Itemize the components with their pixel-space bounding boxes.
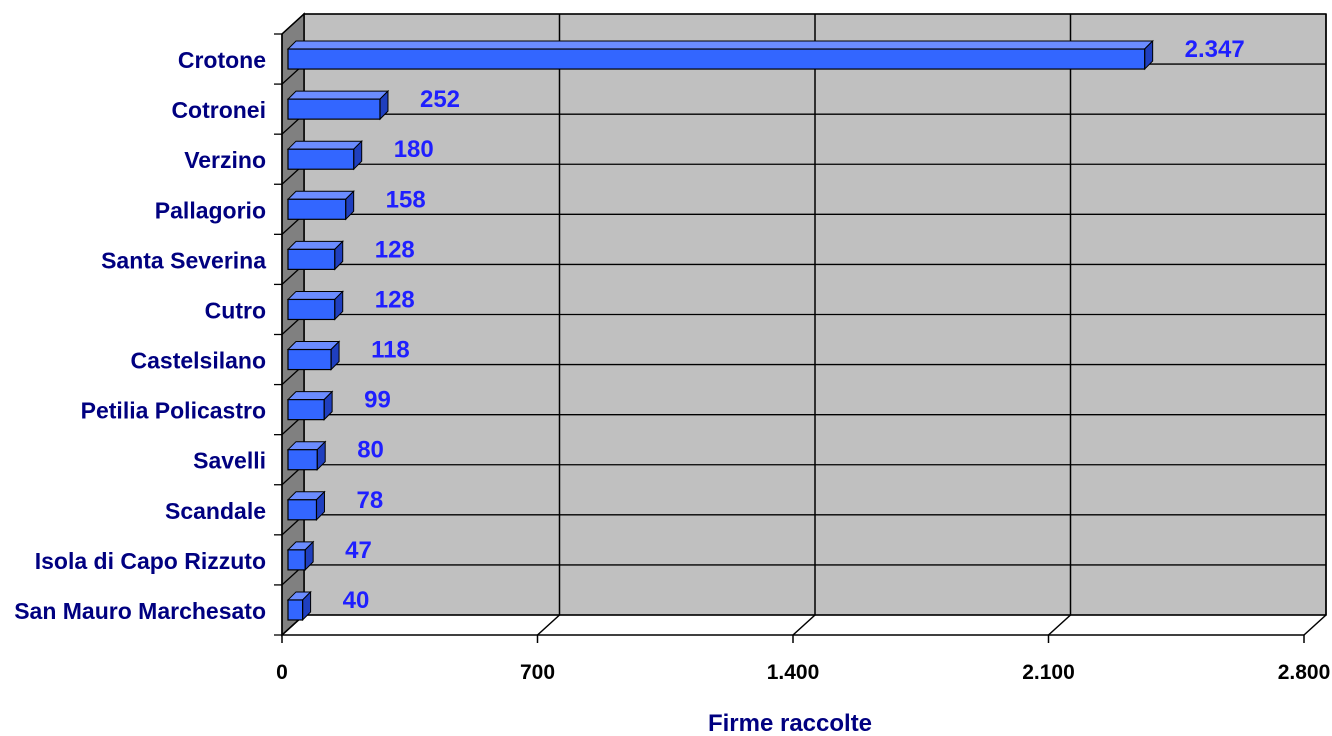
bar-front-face	[287, 499, 318, 521]
value-label: 158	[386, 186, 426, 213]
bar	[286, 89, 390, 121]
floor-gridline	[792, 614, 816, 636]
category-label: Castelsilano	[131, 348, 267, 374]
bar-front-face	[287, 449, 318, 471]
bar	[286, 490, 326, 522]
category-label: Santa Severina	[101, 247, 266, 273]
category-label: Cotronei	[171, 97, 266, 123]
bar-front-face	[287, 348, 332, 371]
value-label: 128	[375, 286, 415, 313]
bar-top-face	[286, 190, 355, 200]
value-label: 252	[420, 86, 460, 113]
bar-top-face	[286, 90, 390, 100]
value-label: 47	[345, 537, 372, 564]
bar-front-face	[287, 399, 325, 421]
x-tick-label: 700	[520, 661, 555, 684]
x-tick-label: 1.400	[767, 661, 820, 684]
side-gridline	[281, 13, 305, 35]
value-label: 2.347	[1185, 36, 1245, 63]
category-label: Isola di Capo Rizzuto	[35, 548, 266, 574]
category-label: San Mauro Marchesato	[14, 598, 266, 624]
bar-top-face	[286, 40, 1154, 50]
bar	[286, 340, 341, 371]
category-label: Petilia Policastro	[81, 398, 266, 424]
category-label: Pallagorio	[155, 197, 266, 223]
bar-front-face	[287, 48, 1146, 70]
bar-top-face	[286, 341, 341, 351]
value-label: 80	[357, 437, 384, 464]
bar-top-face	[286, 290, 344, 300]
x-tick-label: 2.100	[1022, 661, 1075, 684]
value-label: 118	[371, 337, 410, 364]
value-label: 180	[394, 136, 434, 163]
bar	[286, 590, 312, 622]
bar-front-face	[287, 248, 336, 270]
bar-top-face	[286, 140, 363, 150]
bar-front-face	[287, 298, 336, 321]
bars	[286, 39, 1154, 622]
bar	[286, 440, 327, 471]
bar-front-face	[287, 148, 355, 170]
value-label: 78	[356, 487, 383, 514]
bar	[286, 139, 363, 171]
x-axis: 0 700 1.400 2.100 2.800	[274, 33, 1331, 684]
category-label: Crotone	[178, 47, 266, 73]
bar	[286, 290, 344, 321]
bar-front-face	[287, 549, 306, 571]
category-labels: Crotone Cotronei Verzino Pallagorio Santa Se…	[14, 47, 266, 624]
bar-top-face	[286, 240, 344, 250]
x-axis-title: Firme raccolte	[708, 710, 872, 736]
bar	[286, 190, 355, 221]
value-label: 99	[364, 387, 391, 414]
value-labels: 2.347 252 180 158 128 128 118 99 80 78 47 40	[343, 36, 1245, 614]
x-tick-label: 2.800	[1278, 661, 1331, 684]
floor-gridline	[1047, 614, 1072, 636]
category-label: Verzino	[184, 147, 266, 173]
bar	[286, 540, 315, 572]
category-label: Scandale	[165, 498, 266, 524]
bar-front-face	[287, 198, 347, 220]
x-tick-label: 0	[276, 661, 288, 684]
category-label: Cutro	[205, 297, 266, 323]
floor-gridline	[536, 614, 561, 636]
bar-front-face	[287, 599, 304, 621]
bar	[286, 39, 1154, 71]
category-label: Savelli	[193, 448, 266, 474]
bar-front-face	[287, 98, 381, 120]
floor-gridline	[1303, 614, 1327, 636]
value-label: 40	[343, 587, 370, 614]
bar	[286, 240, 344, 271]
value-label: 128	[375, 236, 415, 263]
bar	[286, 390, 334, 421]
